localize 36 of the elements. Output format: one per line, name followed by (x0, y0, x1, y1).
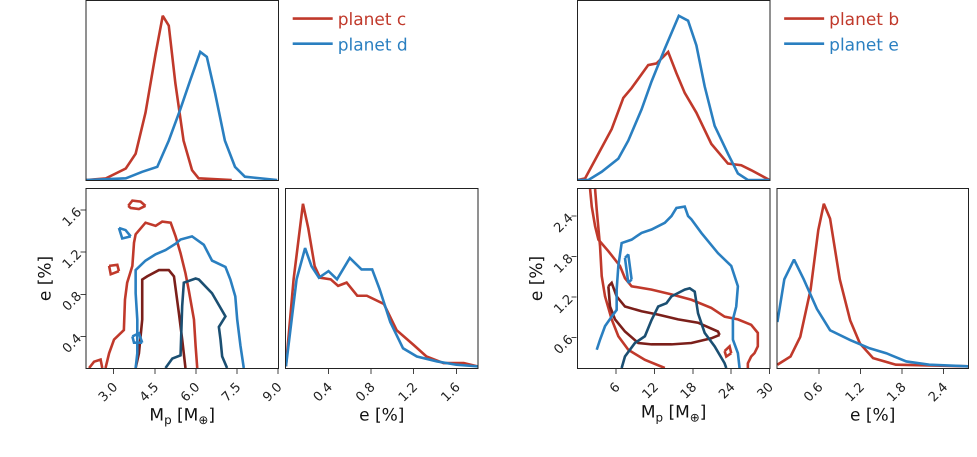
legend-label: planet d (338, 35, 408, 56)
x-tick-label: 2.4 (926, 380, 952, 406)
y-axis-title: e [%] (526, 256, 547, 302)
y-tick-label: 0.6 (551, 332, 577, 358)
x-axis-title: e [%] (359, 406, 404, 426)
x-tick-label: 9.0 (260, 380, 286, 406)
x-tick-label: 1.8 (884, 380, 910, 406)
y-tick-label: 0.8 (60, 289, 86, 314)
x-tick-label: 1.2 (842, 380, 868, 406)
y-tick-label: 2.4 (551, 210, 577, 236)
x-axis-title: M$_{p}$ [M$_{⊕}$] (640, 402, 706, 424)
y-tick-label: 1.2 (551, 292, 577, 318)
x-tick-label: 24 (716, 380, 739, 402)
x-tick-label: 4.5 (136, 380, 162, 406)
x-tick-label: 0.8 (353, 380, 379, 406)
x-tick-label: 30 (754, 380, 777, 402)
x-tick-label: 1.6 (438, 380, 464, 406)
y-tick-label: 1.2 (60, 247, 86, 272)
legend-label: planet c (338, 10, 406, 30)
y-tick-label: 1.6 (60, 204, 86, 230)
x-tick-label: 1.2 (396, 380, 422, 406)
x-tick-label: 12 (640, 380, 662, 402)
legend-label: planet e (829, 35, 899, 56)
x-axis-title: M$_{p}$ [M$_{⊕}$] (149, 406, 215, 428)
x-tick-label: 3.0 (96, 380, 122, 406)
x-tick-label: 0.6 (801, 380, 826, 406)
x-tick-label: 6.0 (178, 380, 204, 406)
y-axis-title: e [%] (35, 256, 56, 302)
x-tick-label: 0.4 (310, 380, 336, 406)
x-tick-label: 18 (678, 380, 700, 402)
x-tick-label: 7.5 (219, 380, 244, 406)
y-tick-label: 0.4 (60, 331, 86, 357)
legend-label: planet b (829, 10, 900, 30)
y-tick-label: 1.8 (551, 251, 577, 277)
x-axis-title: e [%] (850, 406, 896, 426)
x-tick-label: 6 (607, 380, 624, 396)
